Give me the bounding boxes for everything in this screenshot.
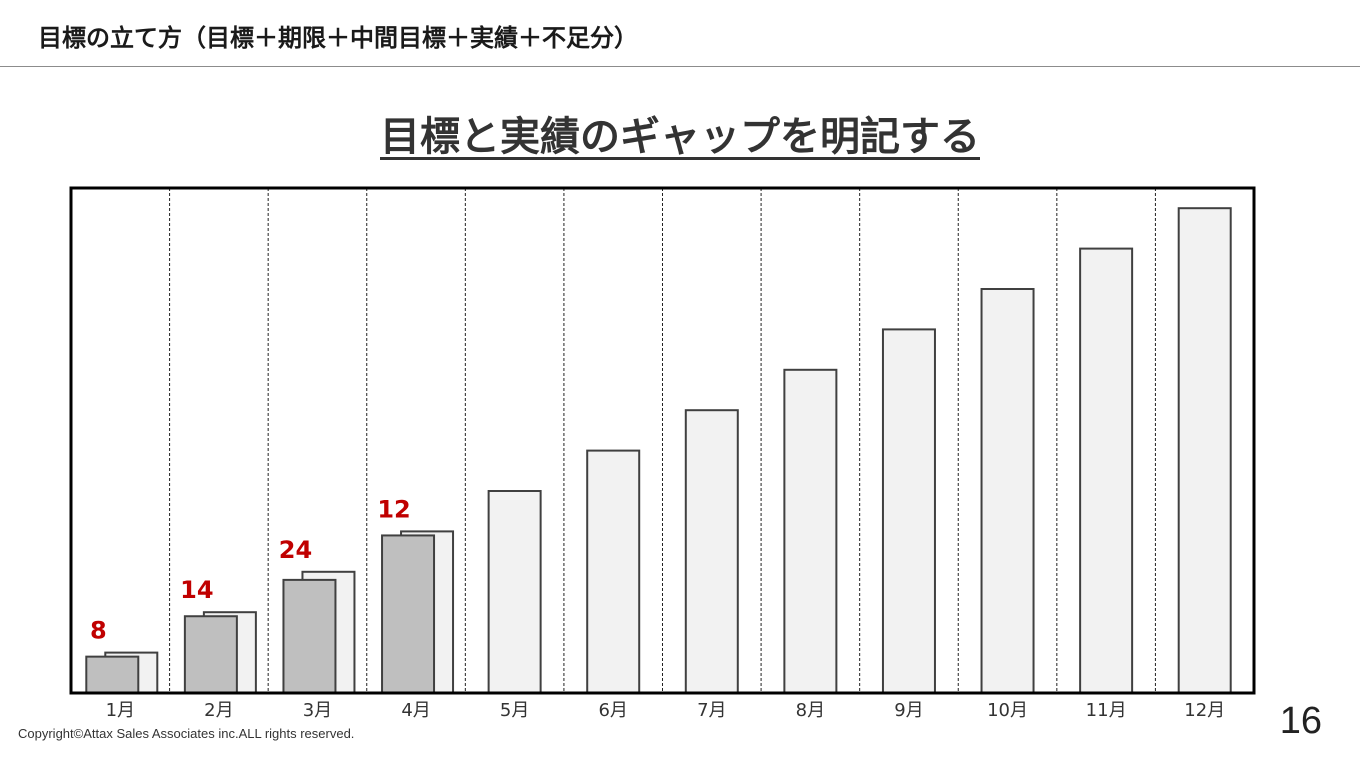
- target-bar: [1079, 247, 1134, 694]
- x-tick-label: 5月: [500, 700, 529, 721]
- actual-bar: [85, 655, 140, 695]
- target-bar: [1177, 207, 1232, 694]
- header-divider: [0, 66, 1360, 67]
- page-number: 16: [1279, 700, 1322, 742]
- x-tick-label: 10月: [987, 700, 1028, 721]
- actual-bar: [183, 615, 238, 694]
- actual-bar: [282, 578, 337, 695]
- slide-heading-text: 目標と実績のギャップを明記する: [380, 114, 980, 160]
- target-bar: [586, 449, 641, 694]
- copyright-notice: Copyright©Attax Sales Associates inc.ALL…: [18, 726, 355, 741]
- x-tick-label: 2月: [204, 700, 233, 721]
- x-tick-label: 6月: [598, 700, 627, 721]
- target-bar: [487, 490, 542, 694]
- x-tick-label: 8月: [796, 700, 825, 721]
- x-tick-label: 7月: [697, 700, 726, 721]
- target-bar: [980, 288, 1035, 694]
- target-bar: [684, 409, 739, 694]
- x-tick-label: 9月: [894, 700, 923, 721]
- header-title: 目標の立て方（目標＋期限＋中間目標＋実績＋不足分）: [38, 24, 638, 52]
- x-tick-label: 11月: [1086, 700, 1127, 721]
- slide-heading: 目標と実績のギャップを明記する: [0, 104, 1360, 162]
- gap-label: 24: [279, 536, 312, 564]
- gap-label: 12: [377, 495, 410, 523]
- x-tick-label: 12月: [1184, 700, 1225, 721]
- plot-frame: [69, 186, 1256, 695]
- gap-label: 8: [90, 617, 107, 645]
- actual-bar: [381, 534, 436, 694]
- target-bar: [783, 368, 838, 694]
- gap-label: 14: [180, 576, 213, 604]
- target-bar: [881, 328, 936, 694]
- x-tick-label: 1月: [106, 700, 135, 721]
- x-tick-label: 3月: [303, 700, 332, 721]
- x-tick-label: 4月: [401, 700, 430, 721]
